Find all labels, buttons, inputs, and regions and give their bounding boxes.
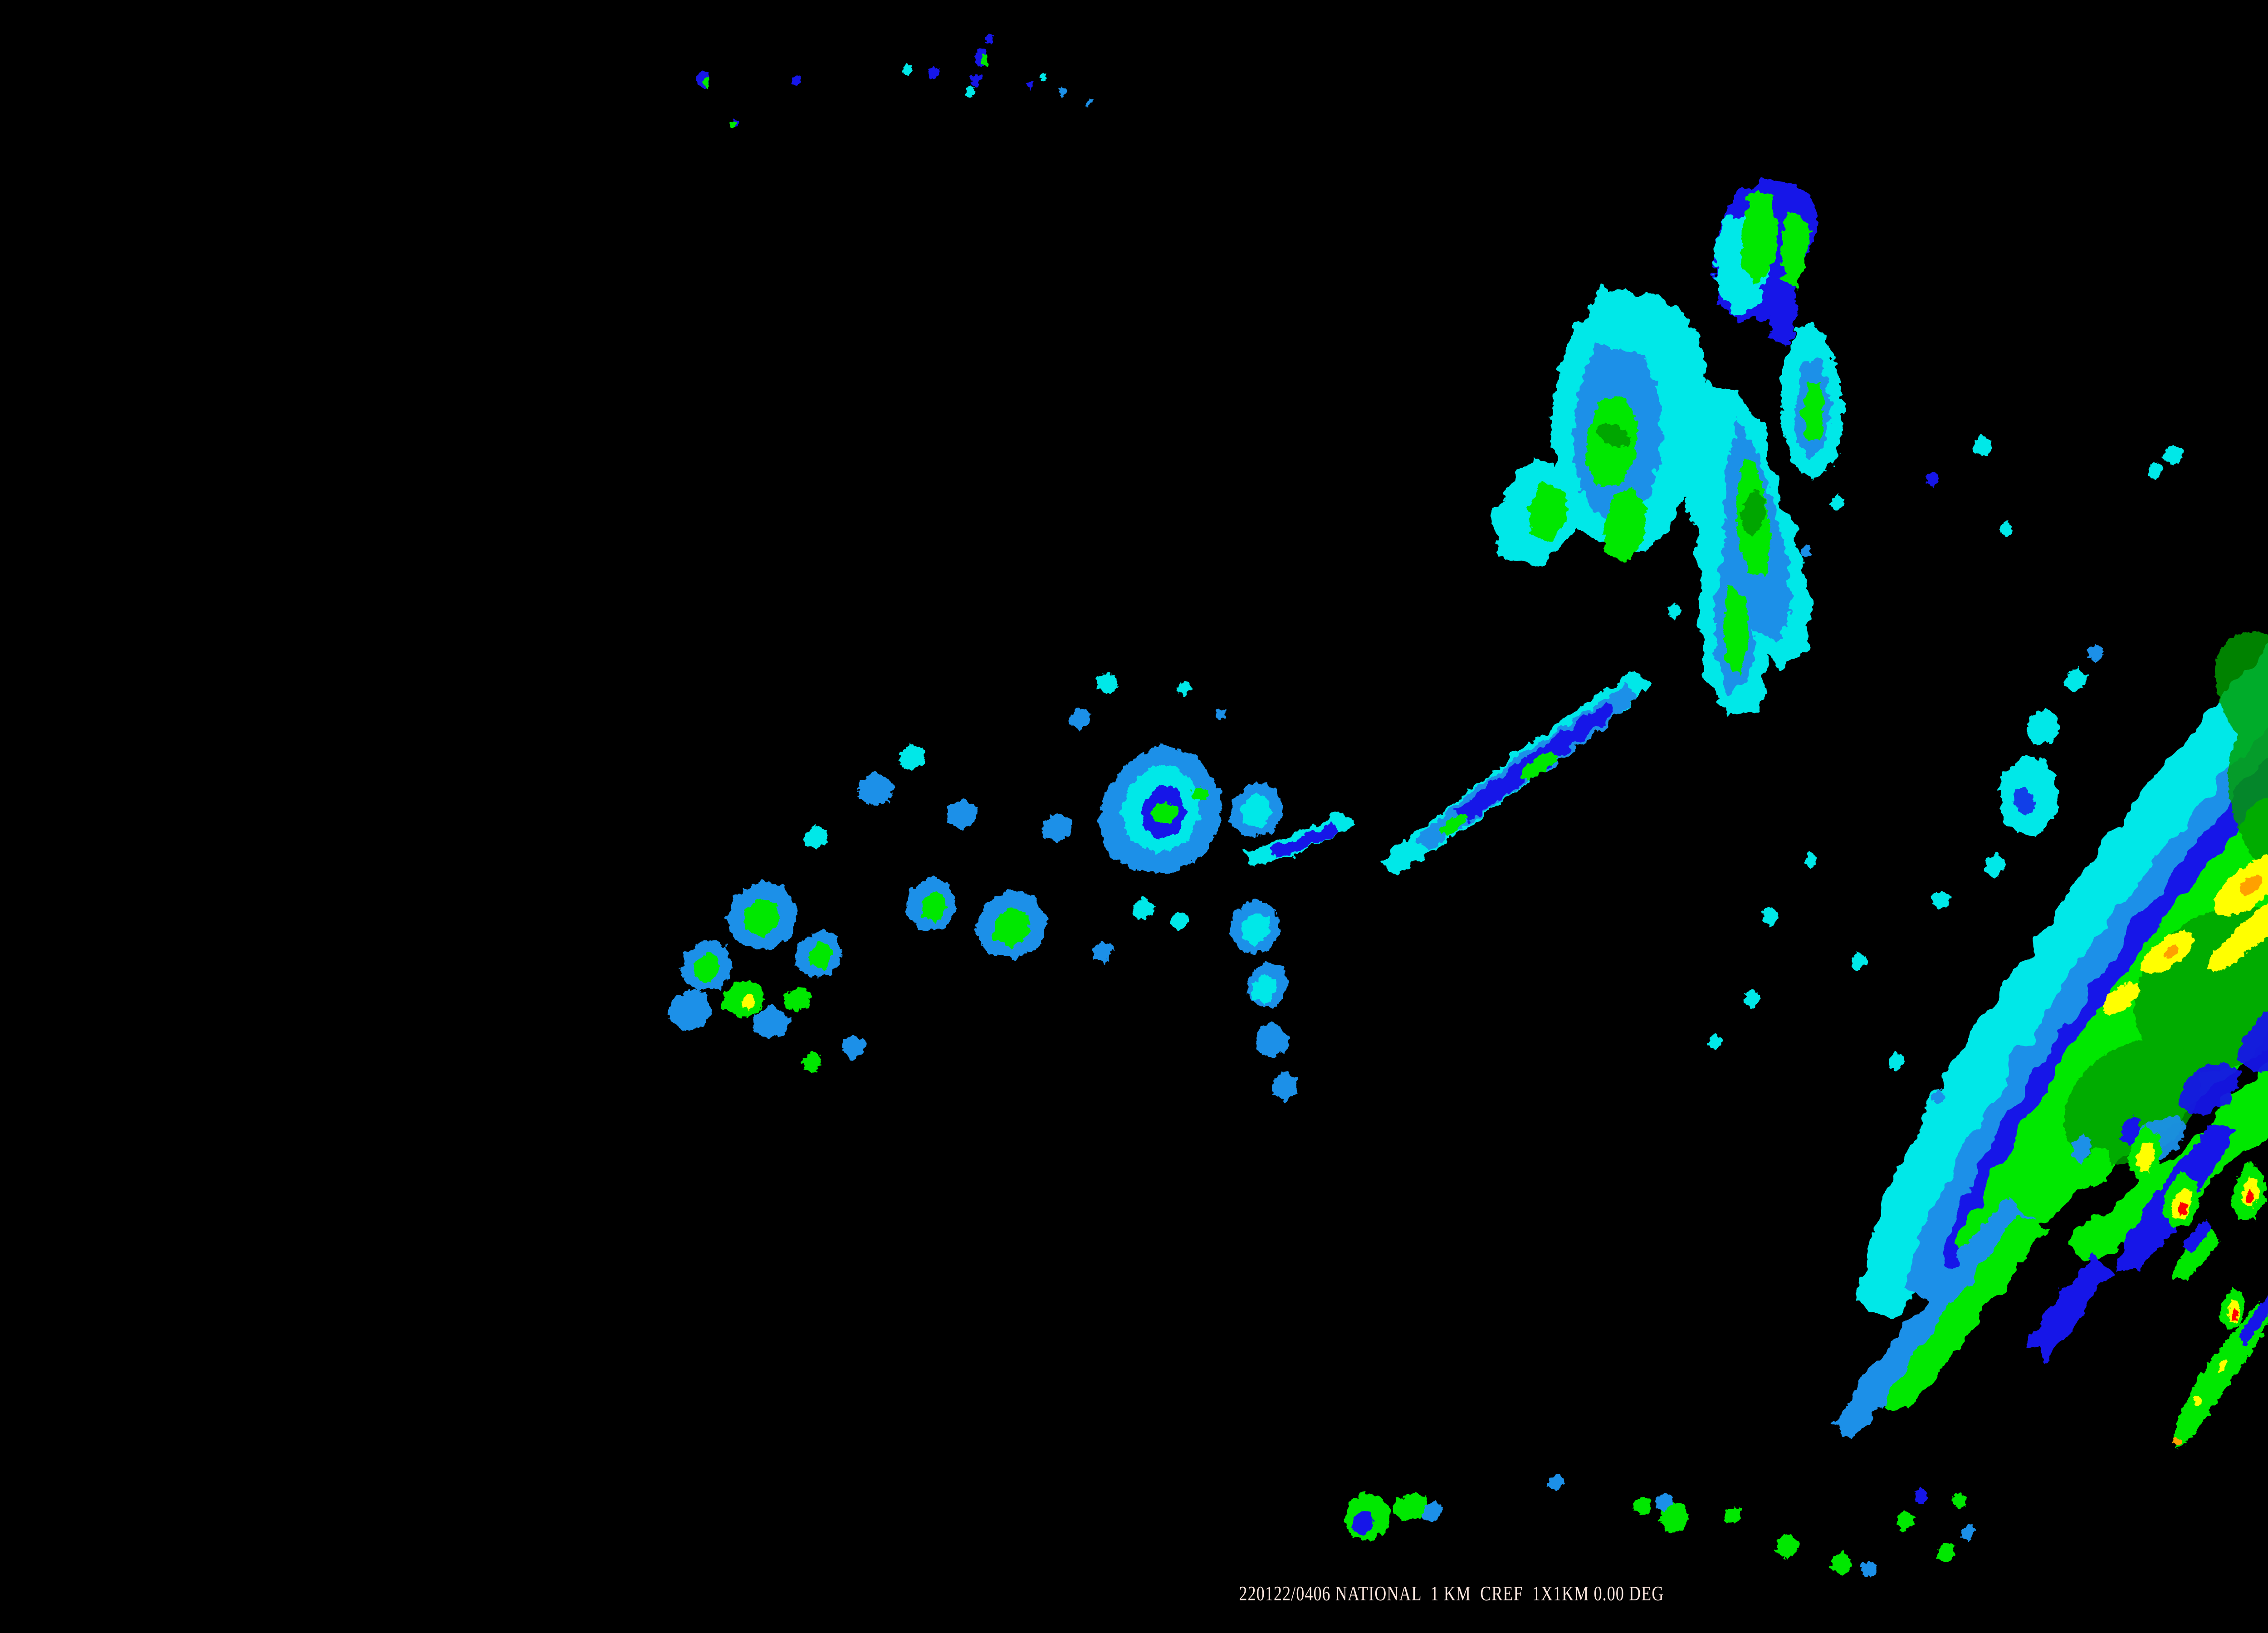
echo-north-central-cluster: [1492, 290, 1844, 717]
echo-main-southeast-band: [1833, 632, 2268, 1438]
echo-southeast-convective-tail: [2072, 1115, 2268, 1449]
echo-bottom-scattered-cells: [1344, 1474, 1975, 1579]
echo-misc-small-cells: [1178, 435, 2183, 1104]
echo-top-edge-specks: [697, 34, 1093, 128]
echo-connecting-band: [1243, 671, 1651, 875]
radar-product-caption: 220122/0406 NATIONAL 1 KM CREF 1X1KM 0.0…: [1239, 1582, 1664, 1605]
echo-right-edge-cyan-patch: [1852, 644, 2103, 971]
echo-west-scattered-cells: [668, 671, 1297, 1101]
echo-northeast-cell-group: [1712, 179, 1819, 345]
